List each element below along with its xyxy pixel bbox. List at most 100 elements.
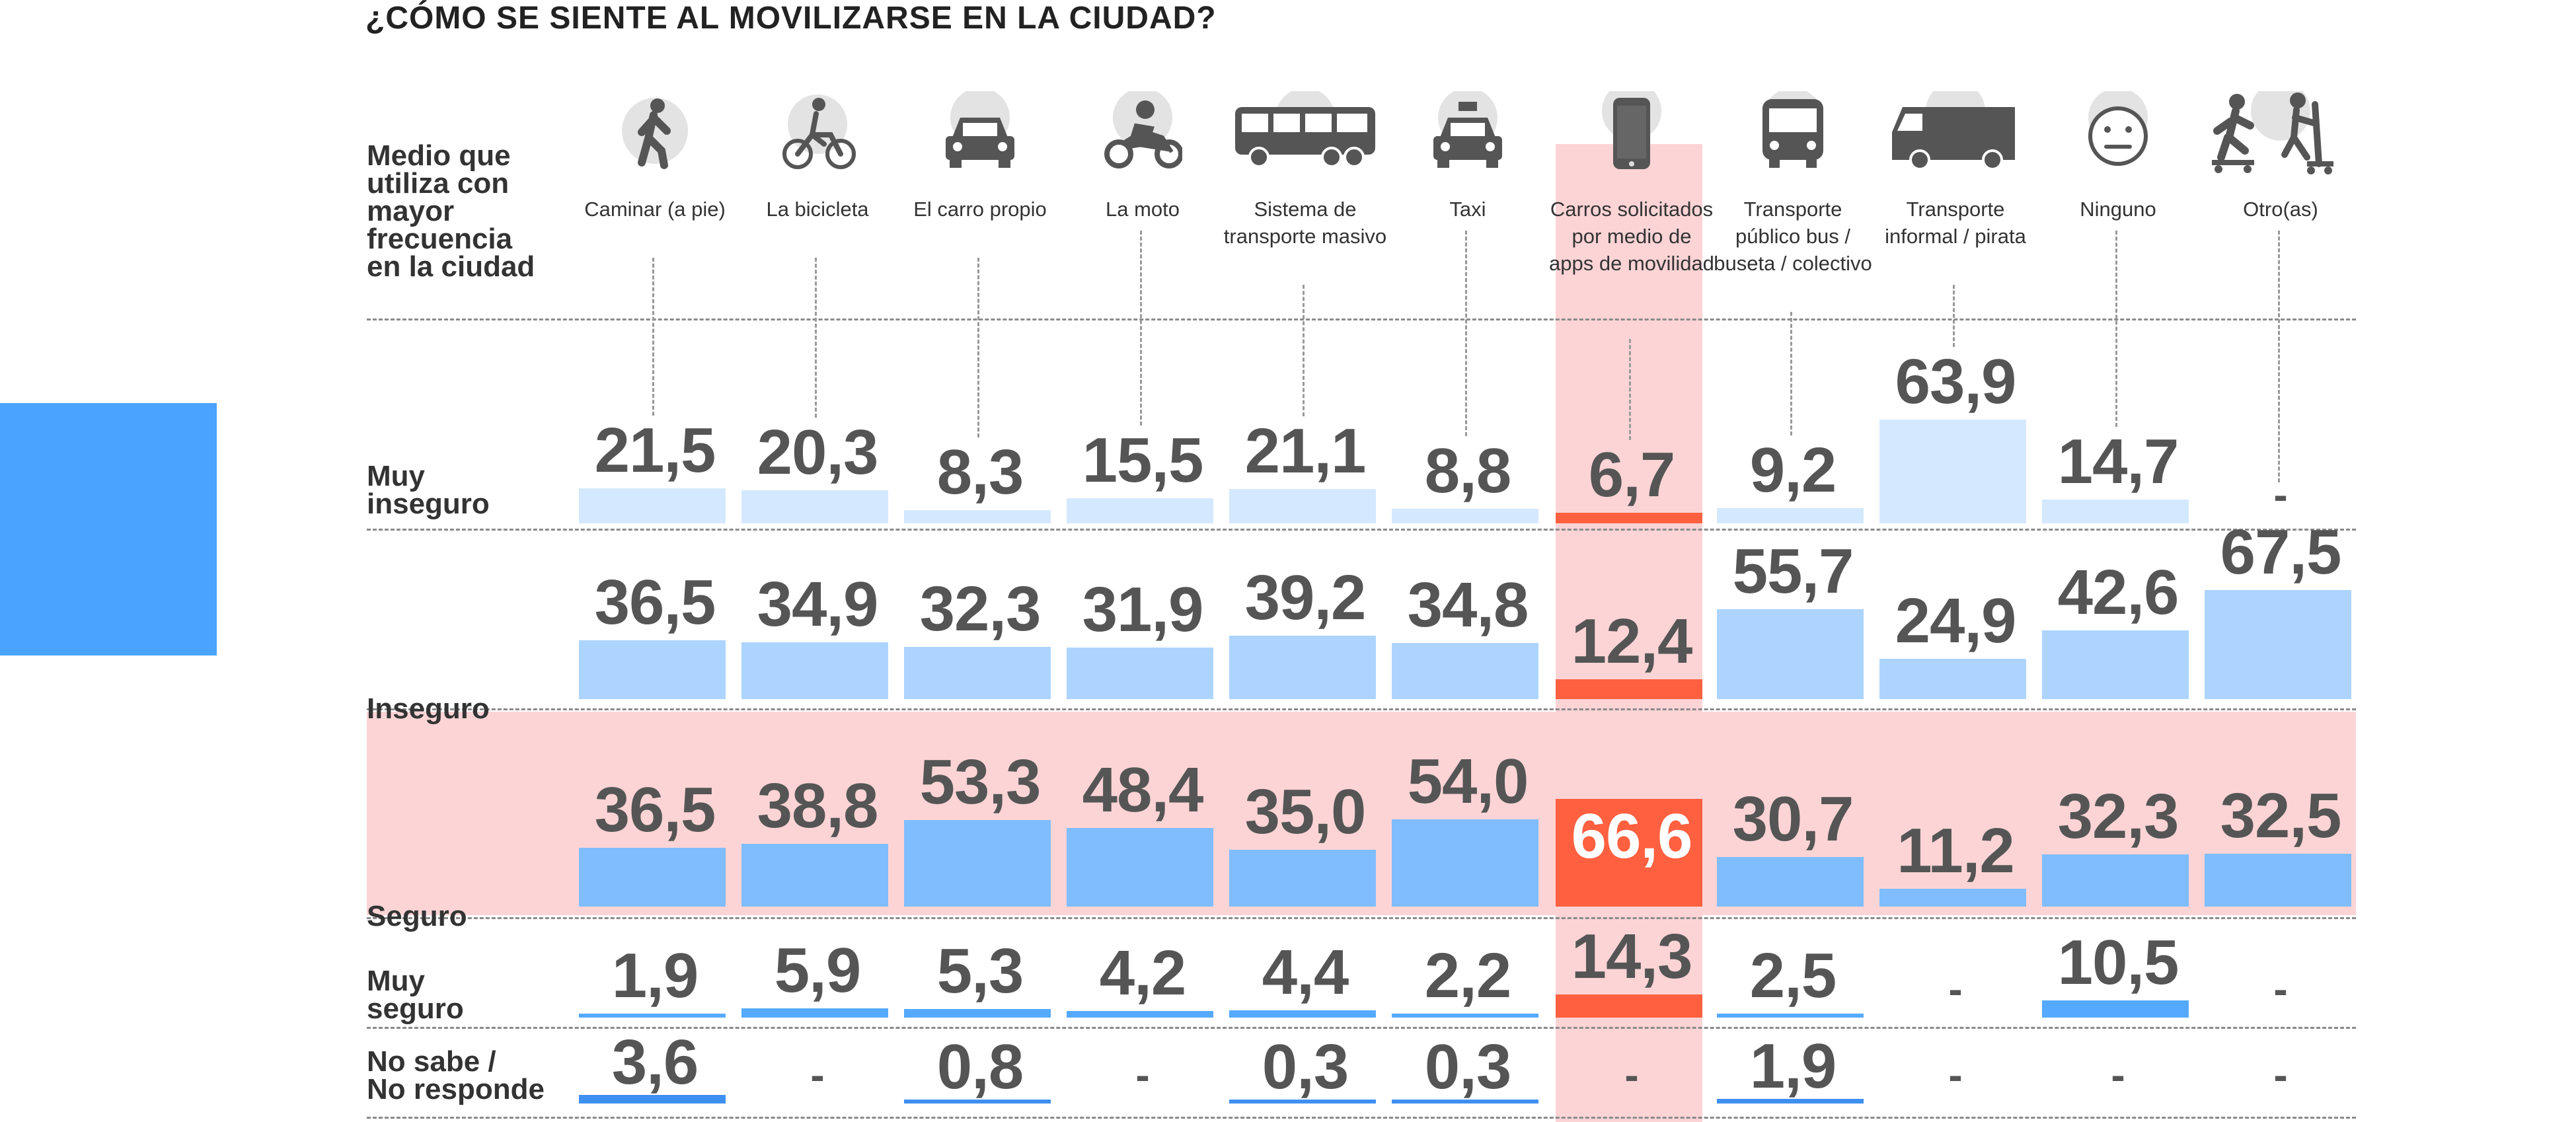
bar-muy-seguro (1067, 1010, 1213, 1018)
data-label: 42,6 (2057, 556, 2179, 628)
column-header: Taxi (1392, 91, 1544, 316)
column-name: Taxi (1449, 198, 1486, 221)
column-guide-line (977, 258, 979, 437)
data-label: 63,9 (1895, 346, 2017, 418)
skate-scooter-icon (2205, 91, 2357, 184)
column-name: Carros solicitados por medio de apps de … (1549, 198, 1714, 275)
walking-person-icon (579, 91, 731, 184)
data-label: 8,3 (936, 436, 1024, 507)
value-missing-label: - (1135, 1051, 1150, 1099)
bar-muy-seguro (579, 1014, 726, 1018)
bar-inseguro (579, 640, 726, 699)
bar-muy-seguro (1556, 994, 1702, 1018)
column-name: Transporte informal / pirata (1885, 198, 2026, 248)
data-label: 4,4 (1262, 937, 1349, 1008)
bar-no-sabe-no-responde (904, 1100, 1051, 1103)
data-label: 35,0 (1244, 776, 1367, 848)
column-name: Otro(as) (2243, 198, 2318, 221)
column-header: Carros solicitados por medio de apps de … (1549, 91, 1714, 316)
value-missing-label: - (2273, 1051, 2288, 1099)
data-label: 2,5 (1749, 940, 1837, 1011)
bar-seguro (1879, 888, 2026, 907)
row-separator-line (367, 917, 2356, 919)
data-label: 31,9 (1082, 574, 1204, 645)
column-header: Sistema de transporte masivo (1224, 91, 1386, 316)
value-missing-label: - (2273, 471, 2288, 519)
row-label-line: inseguro (367, 488, 490, 520)
bar-seguro (1392, 819, 1538, 907)
column-header: Transporte informal / pirata (1879, 91, 2031, 316)
data-label: 1,9 (611, 940, 699, 1011)
bar-seguro (2205, 854, 2351, 907)
data-label: 67,5 (2220, 516, 2342, 587)
value-missing-label: - (1948, 1051, 1963, 1099)
bar-inseguro (1556, 679, 1702, 699)
data-label: 0,3 (1424, 1031, 1511, 1102)
bar-muy-seguro (1392, 1014, 1538, 1018)
data-label: 11,2 (1897, 815, 2015, 886)
bar-muy-inseguro (1067, 498, 1213, 523)
column-name: Transporte público bus / buseta / colect… (1714, 198, 1872, 275)
row-label-muy-seguro: Muy seguro (367, 965, 464, 1024)
row-label-line: No responde (367, 1073, 545, 1105)
data-label: 15,5 (1082, 425, 1204, 496)
data-label: 6,7 (1588, 439, 1675, 510)
column-guide-line (1629, 339, 1631, 440)
bar-muy-inseguro (1717, 508, 1864, 523)
bar-muy-inseguro (579, 488, 726, 523)
van-icon (1879, 91, 2031, 184)
bar-no-sabe-no-responde (1229, 1100, 1376, 1103)
bar-seguro (1556, 798, 1702, 907)
row-separator-line (367, 1117, 2356, 1119)
column-guide-line (815, 258, 817, 418)
bar-inseguro (904, 646, 1051, 699)
value-missing-label: - (1624, 1051, 1639, 1099)
row-label-line: Inseguro (367, 692, 490, 725)
data-label: 21,5 (594, 415, 716, 486)
bar-inseguro (1717, 609, 1864, 699)
highlight-column-band (1556, 144, 1702, 1122)
data-label: 54,0 (1407, 745, 1529, 817)
bar-muy-seguro (741, 1008, 888, 1018)
column-header: Caminar (a pie) (579, 91, 731, 316)
data-label: 66,6 (1571, 800, 1693, 872)
data-label: 5,3 (936, 936, 1024, 1006)
data-label: 14,7 (2057, 426, 2179, 497)
row-label-muy-inseguro: Muy inseguro (367, 460, 490, 520)
data-label: 32,3 (2057, 780, 2179, 852)
row-label-line: No sabe / (367, 1045, 496, 1078)
bar-no-sabe-no-responde (1717, 1099, 1864, 1103)
bar-inseguro (2205, 589, 2351, 699)
bicycle-icon (741, 91, 893, 184)
column-name: Ninguno (2080, 198, 2156, 221)
column-guide-line (1790, 312, 1792, 436)
bar-muy-seguro (1717, 1013, 1864, 1018)
bar-inseguro (2042, 630, 2189, 699)
data-label: 24,9 (1895, 585, 2017, 656)
row-label-line: Muy (367, 460, 425, 492)
bar-inseguro (1067, 647, 1213, 699)
bus-icon (1717, 91, 1869, 184)
data-label: 30,7 (1732, 783, 1854, 854)
bar-seguro (904, 820, 1051, 907)
bar-seguro (741, 843, 888, 907)
row-separator-line (367, 1027, 2356, 1029)
column-guide-line (2278, 231, 2280, 482)
column-header: El carro propio (904, 91, 1056, 316)
smartphone-icon (1556, 91, 1708, 184)
data-label: 21,1 (1244, 416, 1367, 487)
row-label-line: Muy (367, 965, 425, 997)
column-header: Ninguno (2042, 91, 2194, 316)
column-name: Caminar (a pie) (584, 198, 726, 221)
column-guide-line (2115, 231, 2117, 427)
value-missing-label: - (810, 1051, 825, 1099)
decorative-blue-block (0, 403, 217, 655)
bar-seguro (1717, 856, 1864, 907)
car-icon (904, 91, 1056, 184)
bar-seguro (579, 847, 726, 907)
data-label: 0,3 (1262, 1031, 1349, 1102)
data-label: 32,3 (919, 573, 1042, 644)
column-header: La moto (1067, 91, 1219, 316)
column-header: Transporte público bus / buseta / colect… (1714, 91, 1872, 316)
value-missing-label: - (2111, 1051, 2125, 1099)
